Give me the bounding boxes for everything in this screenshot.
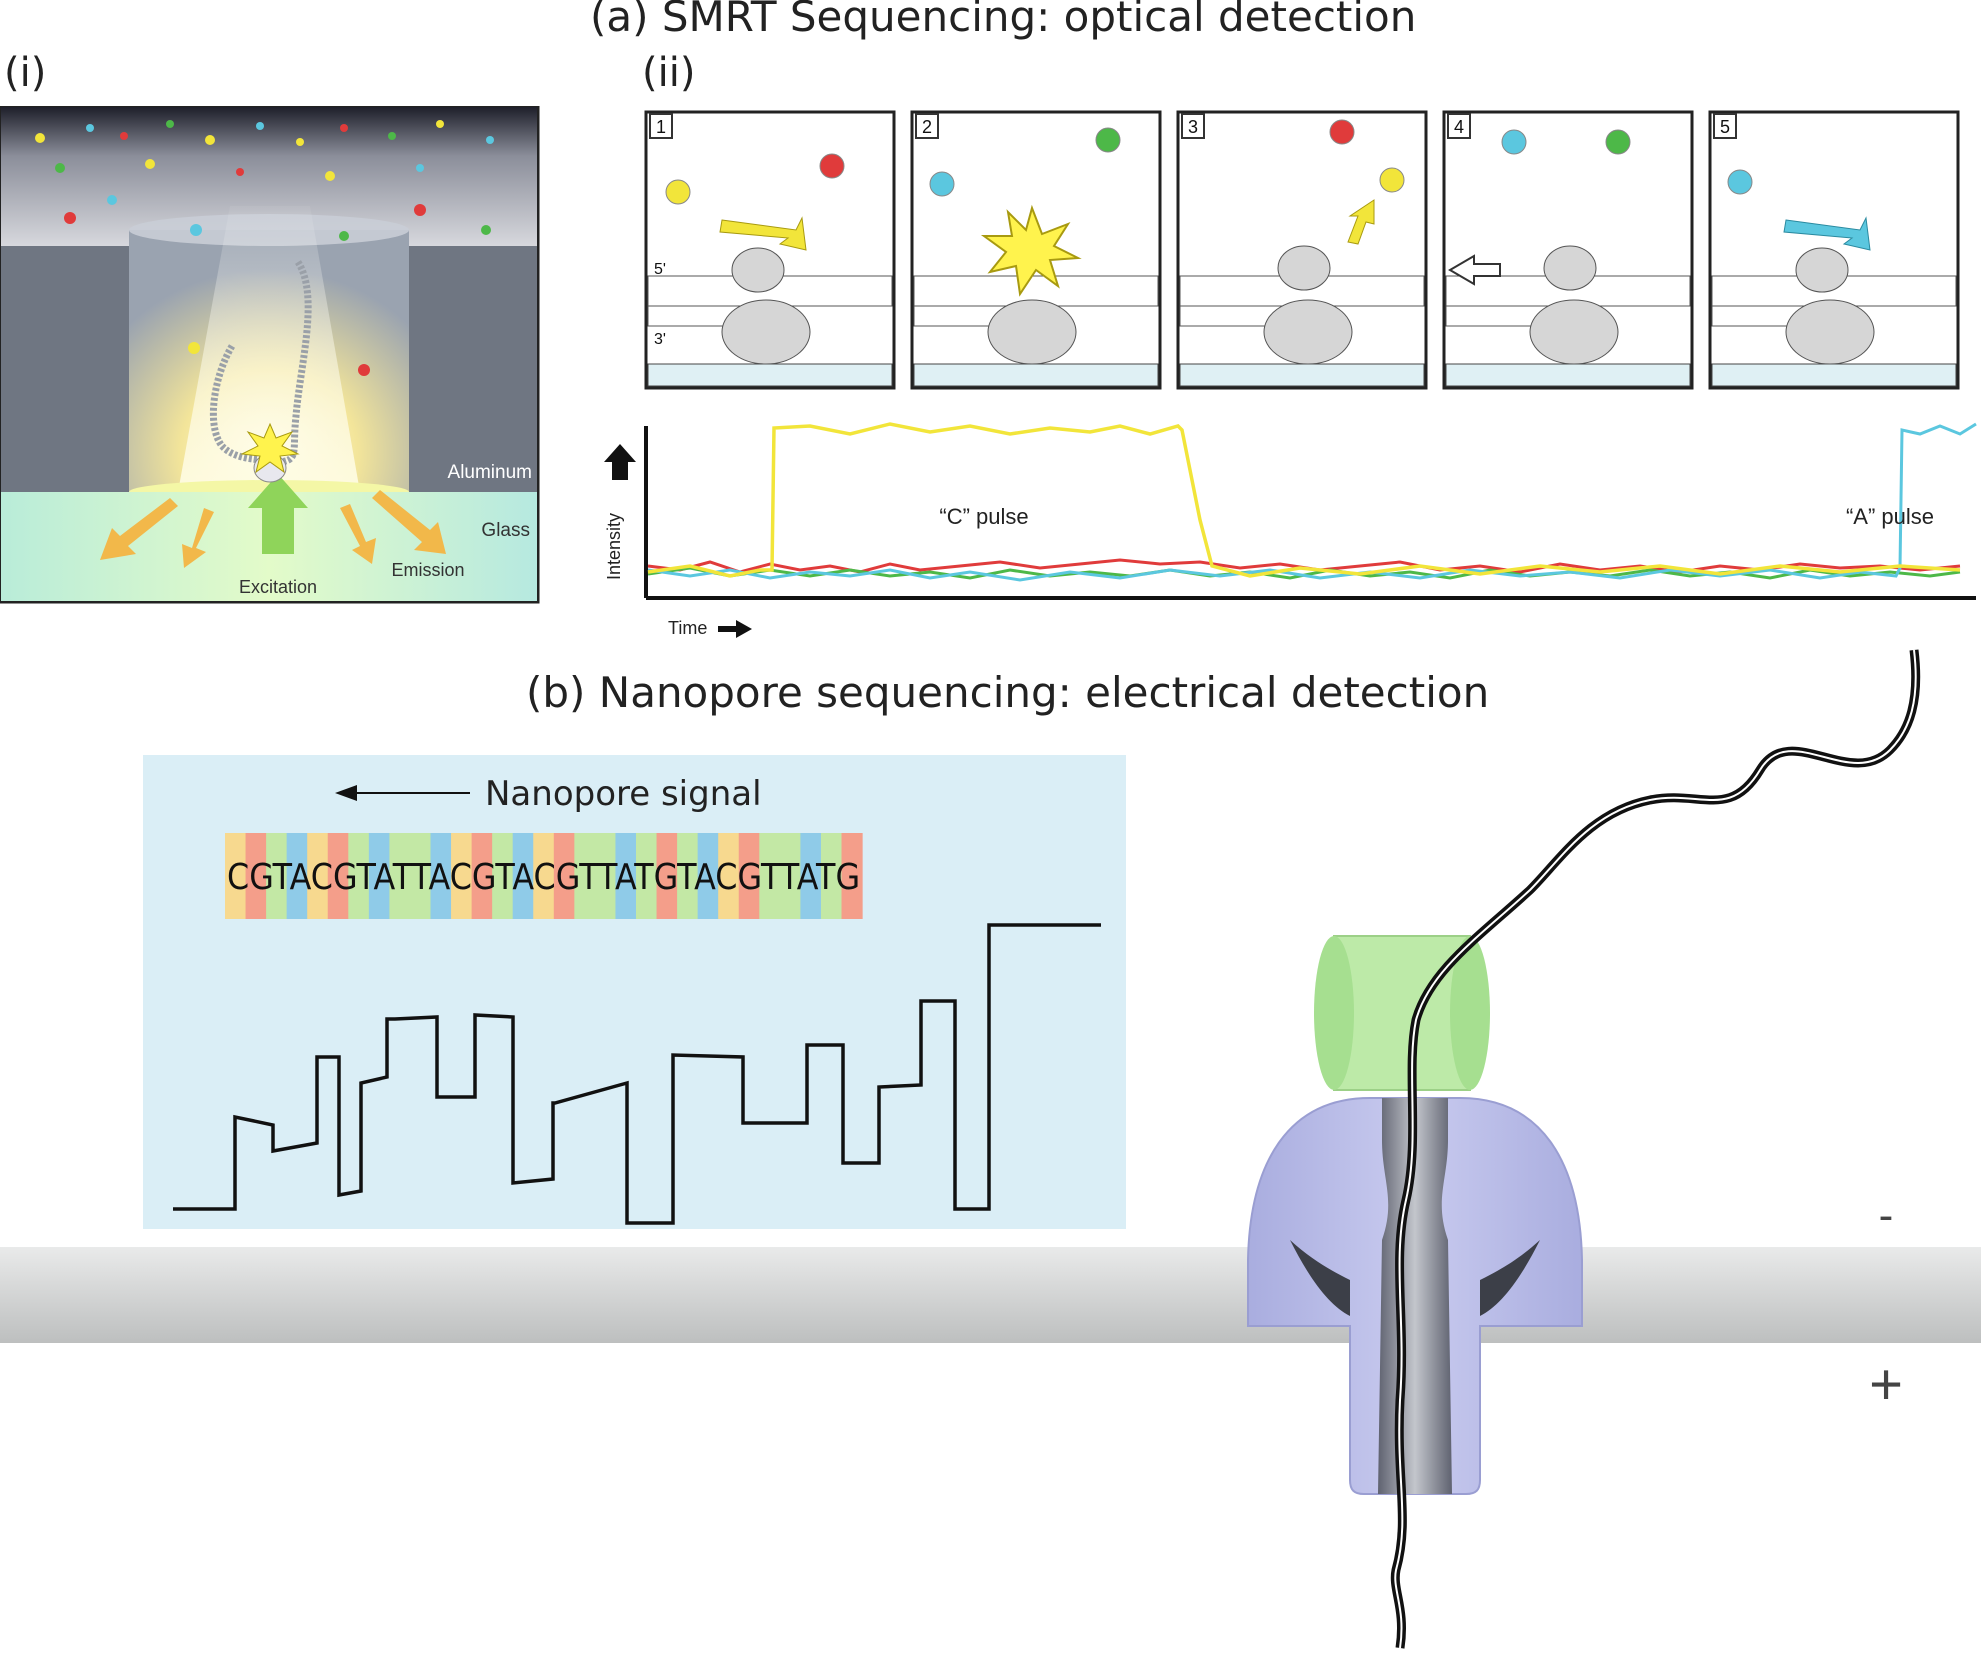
panel-number: 5 — [1720, 117, 1730, 137]
panel-4: 4 — [1442, 110, 1694, 390]
base-cell — [636, 833, 658, 919]
emission-label: Emission — [391, 560, 464, 580]
base-cell — [245, 833, 267, 919]
base-cell — [697, 833, 719, 919]
three-prime-label: 3' — [654, 331, 666, 348]
aluminum-label: Aluminum — [448, 462, 532, 483]
excitation-label: Excitation — [239, 577, 317, 597]
panel-3: 3 — [1176, 110, 1428, 390]
base-cell — [841, 833, 863, 919]
base-cell — [286, 833, 308, 919]
nucleotide-t — [1605, 129, 1631, 155]
motor-protein — [1314, 935, 1490, 1091]
base-cell — [677, 833, 699, 919]
incorporation-arrow — [1783, 216, 1871, 251]
base-cell — [533, 833, 555, 919]
left-arrow-icon — [335, 785, 357, 801]
flash-icon — [240, 422, 300, 474]
base-cell — [348, 833, 370, 919]
base-cell — [738, 833, 760, 919]
nucleotide-a — [929, 171, 955, 197]
base-cell — [574, 833, 596, 919]
base-cell — [779, 833, 801, 919]
panel-5: 5 — [1708, 110, 1960, 390]
base-cell — [266, 833, 288, 919]
base-cell — [471, 833, 493, 919]
glass-label: Glass — [481, 520, 530, 541]
label-i: (i) — [4, 50, 47, 96]
nanopore-protein: - + — [1247, 649, 1921, 1649]
label-ii: (ii) — [642, 50, 696, 96]
base-cell — [553, 833, 575, 919]
c-pulse-label: “C” pulse — [939, 504, 1028, 529]
title-b: (b) Nanopore sequencing: electrical dete… — [526, 668, 1490, 717]
base-cell — [615, 833, 637, 919]
sequence-text: CGTACGTATTACGTACGTTATGTACGTTATG — [227, 857, 860, 898]
base-cell — [512, 833, 534, 919]
nucleotide-c — [1379, 167, 1405, 193]
panel-number: 3 — [1188, 117, 1198, 137]
nucleotide-g — [819, 153, 845, 179]
panel-number: 1 — [656, 117, 666, 137]
panel-number: 4 — [1454, 117, 1464, 137]
nucleotide-a — [1501, 129, 1527, 155]
intensity-trace: Intensity Time “C” pulse “A” pulse — [604, 422, 1977, 638]
five-prime-label: 5' — [654, 261, 666, 278]
nucleotide-dots — [35, 120, 494, 376]
smrt-panels: 1 5' 3' 2 3 — [644, 110, 1960, 390]
signal-label: Nanopore signal — [485, 774, 762, 814]
base-cell — [327, 833, 349, 919]
intensity-label: Intensity — [604, 513, 624, 580]
time-label: Time — [668, 618, 707, 638]
base-cell — [594, 833, 617, 919]
base-cell — [307, 833, 329, 919]
base-cell — [368, 833, 390, 919]
base-cell — [389, 833, 411, 919]
base-cell — [718, 833, 740, 919]
title-a: (a) SMRT Sequencing: optical detection — [590, 0, 1417, 41]
base-cell — [759, 833, 781, 919]
right-arrow-icon — [718, 620, 752, 638]
base-cell — [409, 833, 432, 919]
panel-2: 2 — [910, 110, 1162, 390]
panel-1: 1 5' 3' — [644, 110, 896, 390]
nucleotide-g — [1329, 119, 1355, 145]
base-cell — [656, 833, 678, 919]
base-cell — [430, 833, 452, 919]
squiggle-trace — [173, 923, 1101, 1225]
base-cell — [800, 833, 822, 919]
nucleotide-t — [1095, 127, 1121, 153]
membrane — [0, 1247, 1981, 1343]
a-pulse-label: “A” pulse — [1846, 504, 1934, 529]
base-cell — [451, 833, 473, 919]
incorporation-arrow — [719, 216, 807, 251]
nucleotide-a — [1727, 169, 1753, 195]
emission-arrows — [100, 490, 446, 568]
base-cell — [820, 833, 843, 919]
nucleotide-c — [665, 179, 691, 205]
base-cell — [225, 833, 247, 919]
zmw-illustration: Aluminum Glass Excitation Emission — [0, 106, 540, 604]
panel-number: 2 — [922, 117, 932, 137]
flash-icon — [980, 204, 1082, 297]
base-cell — [492, 833, 514, 919]
up-arrow-icon — [604, 444, 636, 480]
plus-sign: + — [1869, 1352, 1903, 1417]
nanopore-signal: Nanopore signal CGTACGTATTACGTACGTTATGTA… — [173, 774, 1101, 1225]
sequence: CGTACGTATTACGTACGTTATGTACGTTATG — [225, 833, 863, 919]
release-arrow — [1347, 199, 1375, 245]
minus-sign: - — [1879, 1191, 1894, 1240]
excitation-arrow — [248, 474, 308, 554]
translocation-arrow — [1448, 254, 1501, 286]
